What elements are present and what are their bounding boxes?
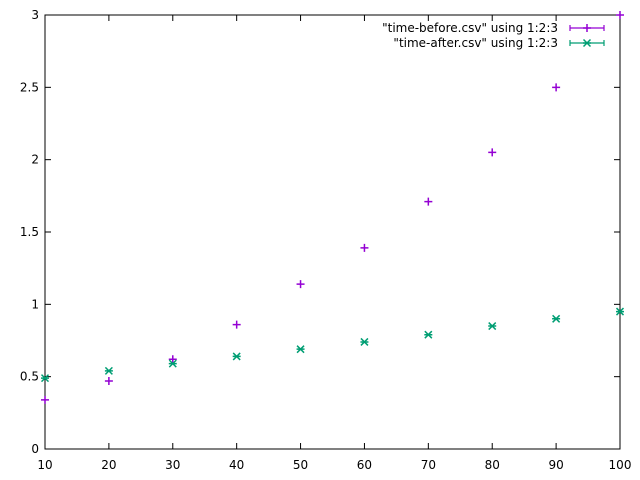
legend: "time-before.csv" using 1:2:3"time-after…: [382, 21, 605, 50]
x-tick-label: 20: [101, 458, 116, 472]
y-tick-label: 2.5: [20, 80, 39, 94]
legend-label: "time-after.csv" using 1:2:3: [393, 36, 558, 50]
data-point-before: [360, 243, 369, 252]
data-point-after: [40, 374, 50, 383]
legend-marker: [582, 38, 592, 48]
y-tick-label: 2: [31, 153, 39, 167]
x-tick-label: 80: [485, 458, 500, 472]
y-tick-label: 0: [31, 442, 39, 456]
data-point-after: [232, 352, 241, 361]
x-tick-label: 30: [165, 458, 180, 472]
data-point-after: [424, 330, 433, 339]
data-point-after: [552, 314, 561, 323]
data-point-after: [296, 345, 305, 354]
y-tick-label: 1: [31, 297, 39, 311]
legend-marker: [583, 24, 591, 32]
data-point-after: [360, 337, 369, 346]
data-point-after: [168, 359, 177, 368]
axes: 10 20 30 40 50 60 70 80 90 100 0 0.5 1 1.5 2 2.5 3: [20, 8, 632, 472]
data-point-before: [104, 377, 113, 386]
x-tick-label: 10: [37, 458, 52, 472]
data-point-before: [41, 395, 49, 404]
legend-label: "time-before.csv" using 1:2:3: [382, 21, 558, 35]
data-marks: [40, 11, 625, 404]
x-tick-label: 50: [293, 458, 308, 472]
x-tick-label: 60: [357, 458, 372, 472]
data-point-before: [296, 280, 305, 289]
data-point-after: [104, 366, 113, 375]
x-tick-label: 70: [421, 458, 436, 472]
data-point-after: [488, 322, 497, 331]
y-tick-label: 1.5: [20, 225, 39, 239]
x-tick-label: 90: [548, 458, 563, 472]
data-point-before: [552, 83, 561, 92]
data-point-before: [232, 320, 241, 329]
data-point-before: [616, 11, 624, 19]
y-tick-label: 3: [31, 8, 39, 22]
x-tick-label: 40: [229, 458, 244, 472]
plot-border: [44, 14, 621, 450]
data-point-before: [488, 148, 497, 157]
data-point-before: [424, 197, 433, 206]
data-point-before: [168, 355, 177, 364]
x-tick-label: 100: [609, 458, 632, 472]
data-point-after: [615, 307, 625, 316]
y-tick-label: 0.5: [20, 370, 39, 384]
